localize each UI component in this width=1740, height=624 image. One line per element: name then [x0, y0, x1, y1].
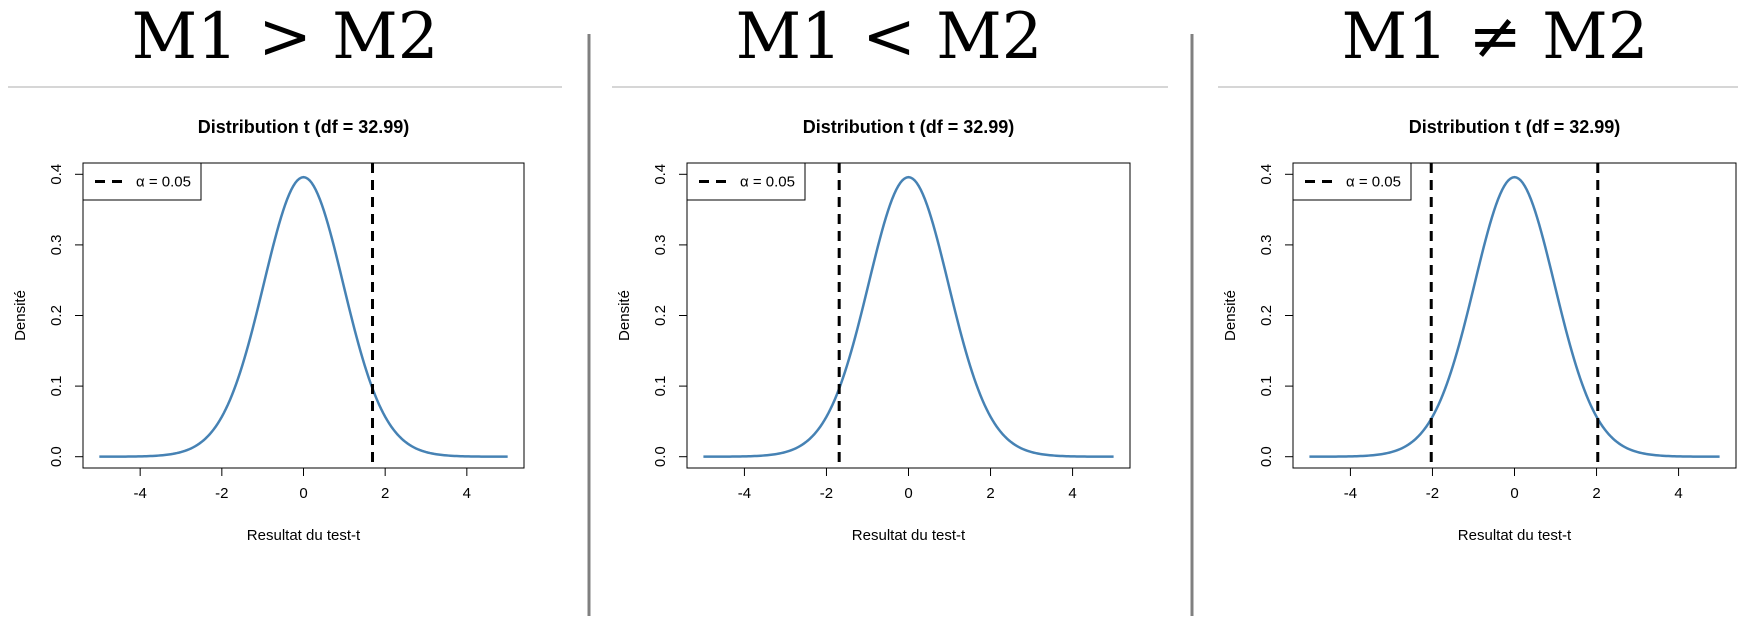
- x-tick-label: 2: [1592, 485, 1600, 502]
- y-tick-label: 0.0: [48, 446, 65, 467]
- x-tick-label: 0: [1510, 485, 1518, 502]
- y-axis-label: Densité: [1222, 290, 1239, 341]
- plot-frame: [686, 162, 1131, 469]
- plot-frame: [1292, 162, 1737, 469]
- legend-label: α = 0.05: [740, 174, 795, 191]
- y-tick-label: 0.3: [48, 234, 65, 255]
- legend: α = 0.05: [1292, 162, 1412, 201]
- density-curve: [703, 175, 1114, 458]
- y-tick-label: 0.2: [48, 305, 65, 326]
- x-tick-label: 4: [1068, 485, 1076, 502]
- y-tick-label: 0.3: [652, 234, 669, 255]
- x-tick-label: -4: [1344, 485, 1357, 502]
- chart-title: Distribution t (df = 32.99): [803, 117, 1015, 137]
- y-tick-label: 0.4: [1258, 164, 1275, 185]
- x-tick-label: 2: [986, 485, 994, 502]
- y-tick-label: 0.4: [652, 164, 669, 185]
- legend-label: α = 0.05: [1346, 174, 1401, 191]
- x-tick-label: -2: [1426, 485, 1439, 502]
- chart-panel: M1 > M2 Distribution t (df = 32.99) -4 -2 0 2…: [8, 0, 562, 544]
- y-tick-label: 0.1: [652, 376, 669, 397]
- chart-panel: M1 ≠ M2 Distribution t (df = 32.99) -4 -2 0 2…: [1218, 0, 1738, 544]
- y-tick-label: 0.0: [1258, 446, 1275, 467]
- x-axis: -4 -2 0 2 4: [133, 467, 471, 502]
- x-axis: -4 -2 0 2 4: [1344, 467, 1683, 502]
- legend: α = 0.05: [686, 162, 806, 201]
- panel-heading: M1 < M2: [736, 0, 1043, 74]
- x-axis: -4 -2 0 2 4: [738, 467, 1077, 502]
- x-tick-label: 4: [463, 485, 471, 502]
- y-axis-label: Densité: [12, 290, 29, 341]
- legend-label: α = 0.05: [136, 174, 191, 191]
- chart-title: Distribution t (df = 32.99): [198, 117, 410, 137]
- x-axis-label: Resultat du test-t: [247, 527, 361, 544]
- y-tick-label: 0.2: [652, 305, 669, 326]
- x-tick-label: 2: [381, 485, 389, 502]
- plot-frame: [82, 162, 525, 469]
- legend: α = 0.05: [82, 162, 202, 201]
- y-axis-label: Densité: [616, 290, 633, 341]
- y-tick-label: 0.2: [1258, 305, 1275, 326]
- x-axis-label: Resultat du test-t: [1458, 527, 1572, 544]
- chart-panel: M1 < M2 Distribution t (df = 32.99) -4 -2 0 2…: [612, 0, 1168, 544]
- panel-heading: M1 ≠ M2: [1342, 0, 1649, 74]
- density-curve: [99, 175, 508, 458]
- y-tick-label: 0.3: [1258, 234, 1275, 255]
- y-axis: 0.0 0.1 0.2 0.3 0.4: [652, 164, 688, 467]
- x-tick-label: 0: [904, 485, 912, 502]
- panel-heading: M1 > M2: [132, 0, 439, 74]
- density-curve: [1309, 175, 1720, 458]
- x-tick-label: 4: [1674, 485, 1682, 502]
- y-axis: 0.0 0.1 0.2 0.3 0.4: [48, 164, 84, 467]
- x-tick-label: -4: [738, 485, 751, 502]
- y-tick-label: 0.1: [48, 376, 65, 397]
- x-tick-label: 0: [299, 485, 307, 502]
- y-axis: 0.0 0.1 0.2 0.3 0.4: [1258, 164, 1294, 467]
- x-tick-label: -4: [133, 485, 146, 502]
- x-tick-label: -2: [215, 485, 228, 502]
- y-tick-label: 0.0: [652, 446, 669, 467]
- y-tick-label: 0.1: [1258, 376, 1275, 397]
- y-tick-label: 0.4: [48, 164, 65, 185]
- chart-title: Distribution t (df = 32.99): [1409, 117, 1621, 137]
- x-axis-label: Resultat du test-t: [852, 527, 966, 544]
- x-tick-label: -2: [820, 485, 833, 502]
